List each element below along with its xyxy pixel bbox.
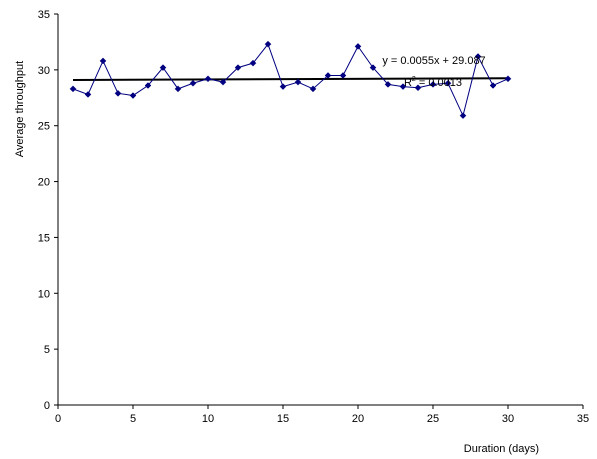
x-tick-label: 5 (130, 413, 136, 425)
data-point (369, 64, 377, 71)
y-tick-label: 0 (44, 400, 50, 412)
data-point (294, 78, 302, 86)
data-point (504, 75, 512, 83)
y-tick-labels: 0 5 10 15 20 25 30 35 (38, 9, 58, 412)
data-point (474, 53, 482, 60)
data-point (144, 82, 152, 89)
trendline (72, 77, 509, 81)
data-point (279, 83, 287, 90)
y-axis-title: Average throughput (14, 61, 26, 157)
data-point (459, 112, 467, 120)
data-point (69, 85, 77, 93)
x-axis-title: Duration (days) (464, 443, 539, 455)
y-tick-label: 35 (38, 9, 50, 21)
x-tick-label: 0 (55, 413, 61, 425)
data-point (264, 40, 272, 48)
data-point (129, 92, 137, 99)
data-point (114, 89, 122, 97)
data-point (444, 79, 452, 87)
data-point (414, 84, 422, 92)
y-tick-label: 20 (38, 177, 50, 189)
y-tick-label: 30 (38, 65, 50, 77)
trendline-layer (72, 77, 509, 81)
data-point (249, 59, 257, 67)
data-point (99, 57, 107, 65)
x-tick-label: 35 (577, 413, 589, 425)
x-tick-label: 15 (277, 413, 289, 425)
data-point (189, 79, 197, 87)
x-tick-labels: 0 5 10 15 20 25 30 35 (55, 405, 589, 425)
data-point (309, 85, 317, 93)
data-point (339, 72, 347, 79)
series-layer (69, 40, 512, 120)
data-point (489, 82, 497, 89)
data-point (399, 83, 407, 90)
x-tick-label: 10 (202, 413, 214, 425)
x-tick-label: 30 (502, 413, 514, 425)
data-point (429, 81, 437, 88)
data-point (204, 75, 212, 83)
y-tick-label: 25 (38, 121, 50, 133)
r-squared-label: R2 = 0.0013 (404, 76, 462, 89)
r-squared-value: = 0.0013 (416, 77, 462, 89)
y-tick-label: 15 (38, 232, 50, 244)
data-point (159, 64, 167, 71)
data-point (324, 72, 332, 79)
y-tick-label: 5 (44, 344, 50, 356)
r-squared-base: R (404, 77, 412, 89)
trendline-equation: y = 0.0055x + 29.087 (382, 55, 485, 67)
data-point (219, 78, 227, 86)
x-tick-label: 25 (427, 413, 439, 425)
data-point (174, 85, 182, 93)
data-point (354, 43, 362, 50)
x-tick-label: 20 (352, 413, 364, 425)
y-tick-label: 10 (38, 288, 50, 300)
r-squared-exponent: 2 (412, 76, 416, 83)
data-point (84, 91, 92, 98)
axes (57, 14, 583, 406)
data-point (384, 81, 392, 88)
data-point (234, 64, 242, 71)
